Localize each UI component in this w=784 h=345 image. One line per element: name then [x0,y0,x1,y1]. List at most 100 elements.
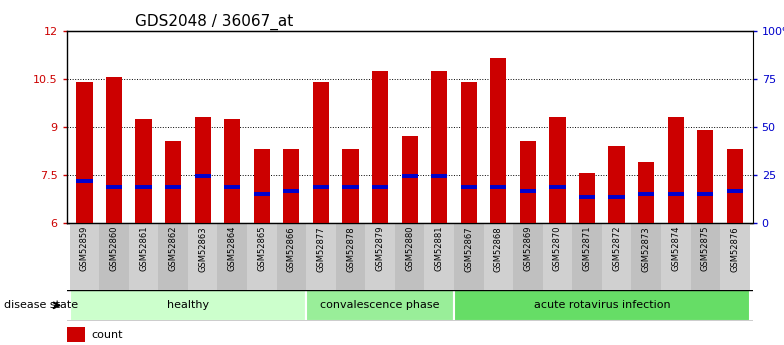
Bar [194,174,211,178]
Text: GSM52874: GSM52874 [671,226,681,272]
Bar [668,117,684,223]
Bar [99,223,129,290]
Bar [514,223,543,290]
Bar [727,188,743,193]
Bar [697,130,713,223]
Text: GDS2048 / 36067_at: GDS2048 / 36067_at [135,13,293,30]
Bar [484,223,514,290]
Bar [336,223,365,290]
Bar [129,223,158,290]
Text: GSM52876: GSM52876 [731,226,739,272]
Bar [76,82,93,223]
Text: GSM52875: GSM52875 [701,226,710,272]
Bar [401,136,418,223]
Bar [720,223,750,290]
Bar [165,185,181,189]
Bar [106,185,122,189]
Bar [136,119,151,223]
Bar [343,149,358,223]
Bar [608,146,625,223]
Bar [550,185,565,189]
Bar [727,149,743,223]
Bar [543,223,572,290]
Bar [520,141,536,223]
Bar [395,223,424,290]
Bar [372,185,388,189]
Bar [313,185,329,189]
Bar [224,185,241,189]
Bar [638,162,655,223]
Text: GSM52860: GSM52860 [110,226,118,272]
Bar [454,290,750,321]
Bar [638,192,655,196]
Text: GSM52872: GSM52872 [612,226,621,272]
Text: GSM52867: GSM52867 [464,226,474,272]
Bar [313,82,329,223]
Text: GSM52866: GSM52866 [287,226,296,272]
Bar [247,223,277,290]
Bar [631,223,661,290]
Bar [372,71,388,223]
Bar [70,223,99,290]
Bar [70,290,306,321]
Text: convalescence phase: convalescence phase [321,300,440,310]
Bar [283,188,299,193]
Bar [343,185,358,189]
Text: GSM52861: GSM52861 [139,226,148,272]
Text: acute rotavirus infection: acute rotavirus infection [534,300,670,310]
Bar [165,141,181,223]
Bar [306,223,336,290]
Text: GSM52869: GSM52869 [524,226,532,272]
Text: GSM52871: GSM52871 [583,226,592,272]
Text: GSM52877: GSM52877 [317,226,325,272]
Bar [550,117,565,223]
Text: GSM52879: GSM52879 [376,226,385,272]
Bar [224,119,241,223]
Text: GSM52865: GSM52865 [257,226,267,272]
Bar [691,223,720,290]
Bar [365,223,395,290]
Bar [158,223,188,290]
Text: GSM52880: GSM52880 [405,226,414,272]
Text: GSM52873: GSM52873 [641,226,651,272]
Bar [194,117,211,223]
Bar [520,188,536,193]
Bar [461,185,477,189]
Text: GSM52868: GSM52868 [494,226,503,272]
Bar [254,149,270,223]
Bar [306,290,454,321]
Bar [424,223,454,290]
Text: GSM52862: GSM52862 [169,226,178,272]
Bar [579,195,595,199]
Text: healthy: healthy [167,300,209,310]
Bar [490,185,506,189]
Text: disease state: disease state [4,300,78,310]
Bar [608,195,625,199]
Bar [461,82,477,223]
Bar [431,174,448,178]
Text: GSM52864: GSM52864 [227,226,237,272]
Bar [106,77,122,223]
Bar [277,223,306,290]
Text: GSM52870: GSM52870 [553,226,562,272]
Bar [283,149,299,223]
Bar [217,223,247,290]
Bar [697,192,713,196]
Text: GSM52881: GSM52881 [434,226,444,272]
Text: GSM52863: GSM52863 [198,226,207,272]
Bar [454,223,484,290]
Bar [76,179,93,183]
Text: GSM52878: GSM52878 [346,226,355,272]
Bar [572,223,602,290]
Bar [668,192,684,196]
Bar [188,223,217,290]
Bar [661,223,691,290]
Bar [602,223,631,290]
Bar [579,173,595,223]
Bar [136,185,151,189]
Text: GSM52859: GSM52859 [80,226,89,271]
Bar [401,174,418,178]
Bar [254,192,270,196]
Bar [67,327,85,342]
Bar [431,71,448,223]
